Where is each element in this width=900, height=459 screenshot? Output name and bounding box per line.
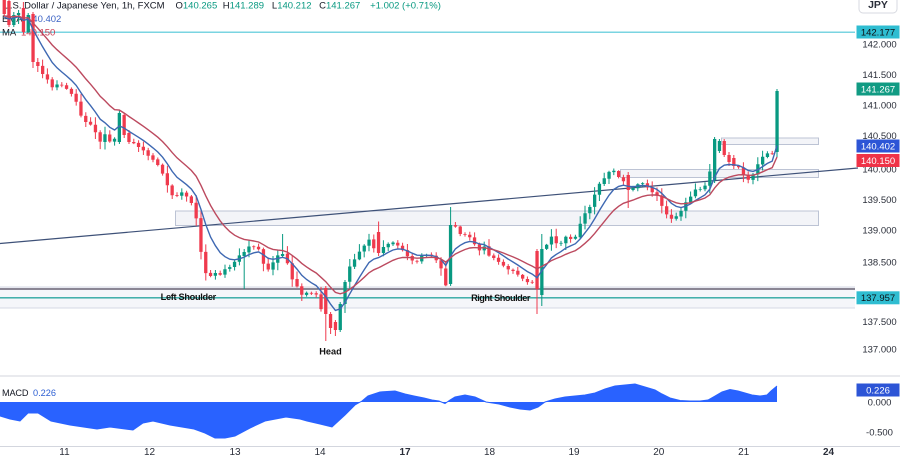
- svg-text:21: 21: [738, 447, 750, 458]
- svg-text:13: 13: [229, 447, 241, 458]
- svg-text:137.957: 137.957: [861, 293, 895, 304]
- svg-text:141.267: 141.267: [861, 84, 895, 95]
- svg-text:140.000: 140.000: [862, 164, 896, 175]
- svg-text:O140.265: O140.265: [176, 1, 218, 12]
- svg-text:137.500: 137.500: [862, 317, 896, 328]
- svg-text:0.226: 0.226: [33, 388, 56, 398]
- svg-text:140.150: 140.150: [21, 28, 55, 39]
- svg-text:138.500: 138.500: [862, 257, 896, 268]
- svg-text:MACD: MACD: [2, 388, 29, 398]
- svg-text:140.150: 140.150: [861, 156, 895, 167]
- svg-text:140.500: 140.500: [862, 131, 896, 142]
- svg-text:MA: MA: [2, 28, 17, 39]
- svg-text:H141.289: H141.289: [223, 1, 264, 12]
- svg-text:140.402: 140.402: [27, 14, 61, 25]
- svg-text:Right Shoulder: Right Shoulder: [471, 293, 531, 303]
- svg-text:0.000: 0.000: [868, 397, 892, 408]
- svg-text:JPY: JPY: [868, 0, 888, 11]
- svg-text:Head: Head: [319, 347, 341, 357]
- svg-text:+1.002 (+0.71%): +1.002 (+0.71%): [370, 1, 441, 12]
- svg-text:137.000: 137.000: [862, 344, 896, 355]
- svg-text:142.000: 142.000: [862, 39, 896, 50]
- svg-text:11: 11: [59, 447, 70, 458]
- svg-text:0.226: 0.226: [866, 385, 890, 396]
- svg-text:141.000: 141.000: [862, 100, 896, 111]
- svg-text:C141.267: C141.267: [319, 1, 360, 12]
- svg-text:20: 20: [653, 447, 665, 458]
- svg-text:17: 17: [399, 447, 411, 458]
- svg-text:Left Shoulder: Left Shoulder: [161, 292, 217, 302]
- svg-text:140.402: 140.402: [861, 141, 895, 152]
- svg-text:U.S. Dollar / Japanese Yen, 1h: U.S. Dollar / Japanese Yen, 1h, FXCM: [3, 1, 165, 12]
- svg-text:139.500: 139.500: [862, 195, 896, 206]
- svg-text:142.177: 142.177: [861, 27, 895, 38]
- svg-text:18: 18: [484, 447, 496, 458]
- svg-text:24: 24: [823, 447, 835, 458]
- svg-text:19: 19: [568, 447, 580, 458]
- svg-text:12: 12: [144, 447, 156, 458]
- svg-text:14: 14: [314, 447, 326, 458]
- svg-text:-0.500: -0.500: [866, 427, 893, 438]
- svg-text:139.000: 139.000: [862, 225, 896, 236]
- svg-text:L140.212: L140.212: [272, 1, 312, 12]
- svg-text:141.500: 141.500: [862, 70, 896, 81]
